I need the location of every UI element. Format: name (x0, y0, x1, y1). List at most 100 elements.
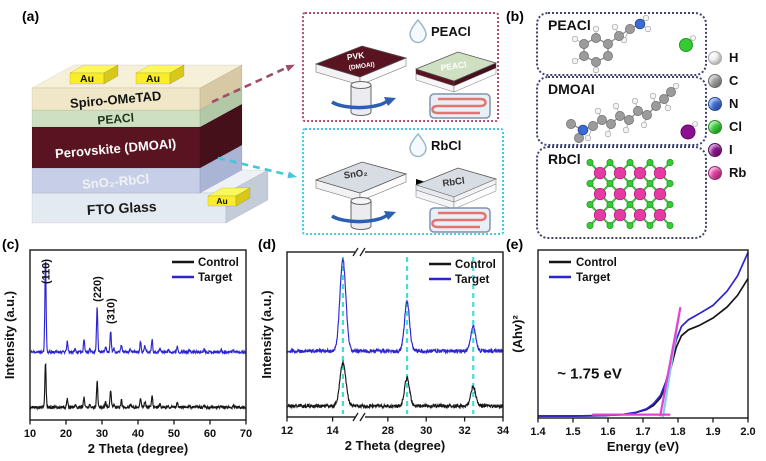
svg-text:Energy (eV): Energy (eV) (607, 439, 679, 454)
plate-label-pvk: PVK (346, 50, 366, 62)
rotation-arrow (331, 98, 390, 110)
svg-text:Intensity (a.u.): Intensity (a.u.) (2, 291, 17, 379)
droplet-label: RbCl (431, 138, 461, 153)
coated-substrate-rbcl: RbCl (414, 167, 498, 210)
au-right-label: Au (146, 73, 160, 85)
molecule-box-peacl: PEACl (536, 12, 707, 76)
svg-text:Control: Control (576, 257, 617, 269)
legend-row-c: C (708, 69, 746, 92)
series-control (538, 278, 749, 417)
svg-text:2.0: 2.0 (740, 426, 755, 438)
rotation-arrow (331, 212, 390, 224)
c-atom-label: C (729, 73, 739, 88)
svg-text:1.6: 1.6 (600, 426, 615, 438)
molecule-box-rbcl: RbCl (536, 146, 707, 239)
plate-label-peacl: PEACl (440, 59, 467, 73)
svg-text:20: 20 (60, 428, 72, 440)
n-atom-label: N (729, 96, 739, 111)
svg-text:1.5: 1.5 (565, 426, 580, 438)
panel-d-label: (d) (258, 236, 276, 252)
legend-row-h: H (708, 46, 746, 69)
cl-atom-swatch (708, 119, 722, 134)
device-stack-illustration: Au Au Au Spiro-OMeTAD PEACl Perovs (31, 64, 269, 224)
n-atom (634, 18, 646, 30)
h-atom-swatch (708, 50, 722, 65)
au-bottom-label: Au (216, 196, 227, 206)
rbcl-process-box: RbCl SnO₂ RbCl (302, 128, 504, 235)
arrow-rbcl-process (217, 156, 290, 177)
rbcl-lattice (586, 159, 674, 230)
i-ion (680, 124, 696, 140)
svg-text:14: 14 (327, 425, 340, 437)
rbcl-process-art: RbCl SnO₂ RbCl (314, 132, 498, 233)
hotplate-icon (429, 207, 491, 233)
spinner-substrate-sno2: SnO₂ (314, 161, 408, 202)
arrow-peacl-process (211, 65, 289, 104)
cl-atom-label: Cl (729, 119, 742, 134)
series-control (286, 359, 504, 410)
svg-text:(110): (110) (40, 259, 52, 284)
h-atom-label: H (729, 50, 739, 65)
svg-text:32: 32 (458, 425, 470, 437)
callout-arrows (211, 64, 297, 179)
spin-coater-chuck (331, 197, 396, 230)
c-atom-swatch (708, 73, 722, 88)
svg-text:1.7: 1.7 (635, 426, 650, 438)
legend-row-cl: Cl (708, 115, 746, 138)
molecule-title-rbcl: RbCl (548, 151, 581, 167)
chart-c-content: 10 20 30 40 50 60 70 (110) (220)(310) Control Targ… (2, 249, 252, 456)
au-left-label: Au (80, 73, 94, 85)
series-target (29, 260, 247, 356)
plate-label-sno2: SnO₂ (343, 167, 368, 181)
svg-text:10: 10 (24, 428, 36, 440)
xrd-full-chart: 10 20 30 40 50 60 70 (110) (220)(310) Control Targ… (2, 249, 252, 456)
svg-text:30: 30 (96, 428, 108, 440)
panel-e-label: (e) (506, 236, 524, 252)
tauc-plot-chart: 1.4 1.5 1.6 1.7 1.8 1.9 2.0 Control Target Energy… (510, 249, 756, 454)
arrow-peacl-head (285, 64, 295, 72)
n-atom (577, 124, 589, 136)
xrd-zoom-chart: 12 14 28 30 32 34 Control Target 2 Theta (degree… (259, 247, 510, 453)
panel-b-label: (b) (506, 8, 524, 24)
coated-substrate-peacl: PEACl (414, 51, 498, 93)
svg-text:28: 28 (382, 425, 394, 437)
series-control (29, 362, 247, 411)
svg-text:1.8: 1.8 (670, 426, 685, 438)
droplet-label: PEACl (431, 24, 471, 39)
panel-a-label: (a) (22, 8, 40, 24)
au-top-electrode-left: Au (69, 64, 119, 85)
svg-text:1.4: 1.4 (530, 426, 546, 438)
series-target (286, 258, 504, 355)
hotplate-icon (429, 93, 491, 119)
spiro-side-face (199, 64, 243, 111)
svg-text:Target: Target (455, 274, 489, 286)
droplet-icon (409, 132, 427, 158)
c-atoms (579, 24, 635, 67)
chart-e-content: 1.4 1.5 1.6 1.7 1.8 1.9 2.0 Control Target Energy… (510, 249, 756, 454)
droplet-icon (409, 18, 427, 44)
legend-row-rb: Rb (708, 161, 746, 184)
peacl-process-art: PEACl PVK (DMOAI) P (314, 18, 498, 119)
h-atoms (584, 82, 698, 142)
svg-text:Control: Control (198, 257, 239, 269)
svg-text:34: 34 (497, 425, 510, 437)
spinner-substrate-pvk: PVK (DMOAI) (314, 45, 408, 86)
au-bottom-electrode: Au (207, 187, 251, 207)
svg-text:Intensity (a.u.): Intensity (a.u.) (259, 290, 274, 378)
dmoai-molecule (566, 82, 698, 143)
c-atoms (566, 87, 676, 143)
layer-label-fto: FTO Glass (86, 198, 157, 218)
atom-legend: H C N Cl I Rb (708, 46, 746, 184)
svg-text:~ 1.75 eV: ~ 1.75 eV (557, 366, 622, 383)
molecule-title-dmoai: DMOAI (548, 81, 595, 97)
spin-coater-chuck (331, 81, 396, 116)
au-top-electrode-right: Au (135, 64, 185, 85)
plate-label-rbcl: RbCl (442, 176, 465, 190)
plate-label-dmoai: (DMOAI) (348, 61, 375, 72)
svg-text:60: 60 (204, 428, 216, 440)
svg-text:Target: Target (576, 272, 610, 284)
legend-row-n: N (708, 92, 746, 115)
svg-text:(220): (220) (92, 276, 104, 302)
svg-text:2 Theta (degree): 2 Theta (degree) (345, 438, 445, 453)
